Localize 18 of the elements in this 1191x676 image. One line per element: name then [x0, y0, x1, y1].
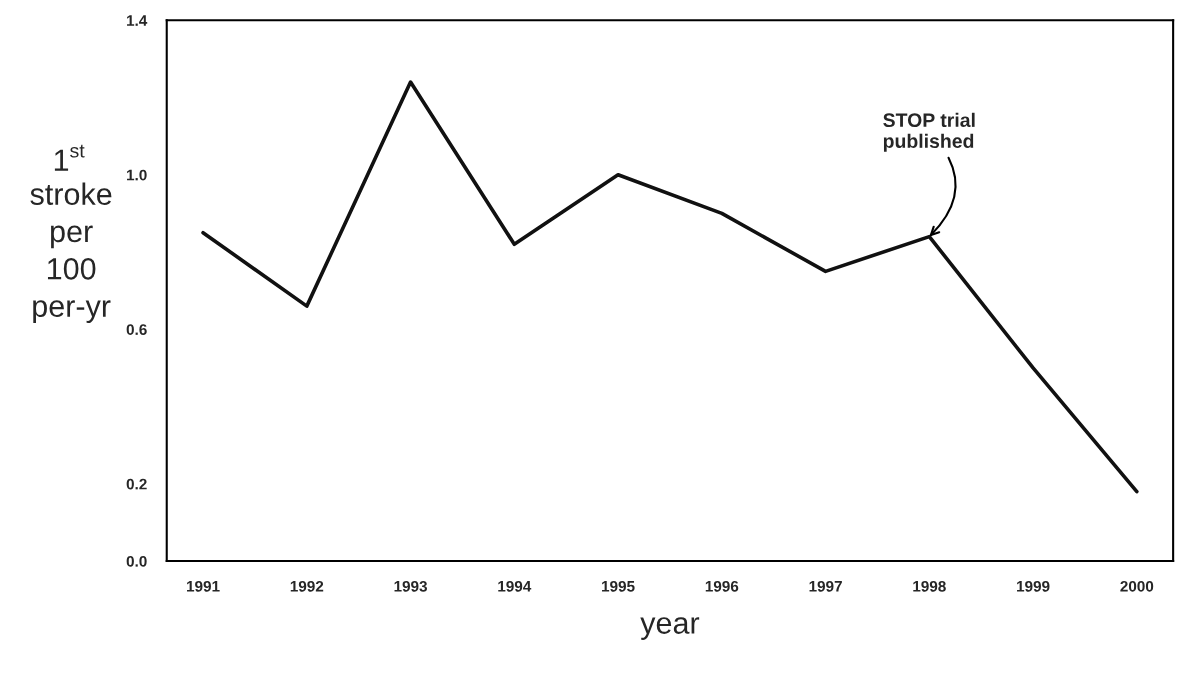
x-tick-label: 1995: [602, 580, 635, 592]
x-tick-label: 1992: [290, 580, 324, 592]
annotation: STOP trial published: [883, 112, 975, 152]
line-series: [201, 80, 1139, 494]
y-tick-label: 0.6: [126, 324, 147, 335]
x-tick-label: 1994: [498, 580, 532, 592]
y-tick-label: 0.2: [126, 478, 147, 490]
x-tick-label: 1998: [913, 580, 946, 592]
x-tick-label: 1997: [809, 580, 842, 592]
x-tick-label: 2000: [1120, 580, 1154, 592]
x-tick-label: 1996: [705, 580, 739, 592]
x-axis-title: year: [640, 617, 700, 640]
y-tick-label: 1.0: [127, 169, 147, 181]
y-tick-label: 1.4: [127, 15, 148, 26]
y-tick-label: 0.0: [126, 555, 147, 567]
x-tick-label: 1999: [1017, 580, 1050, 592]
x-tick-label: 1993: [394, 580, 427, 592]
x-tick-label: 1991: [187, 580, 220, 592]
